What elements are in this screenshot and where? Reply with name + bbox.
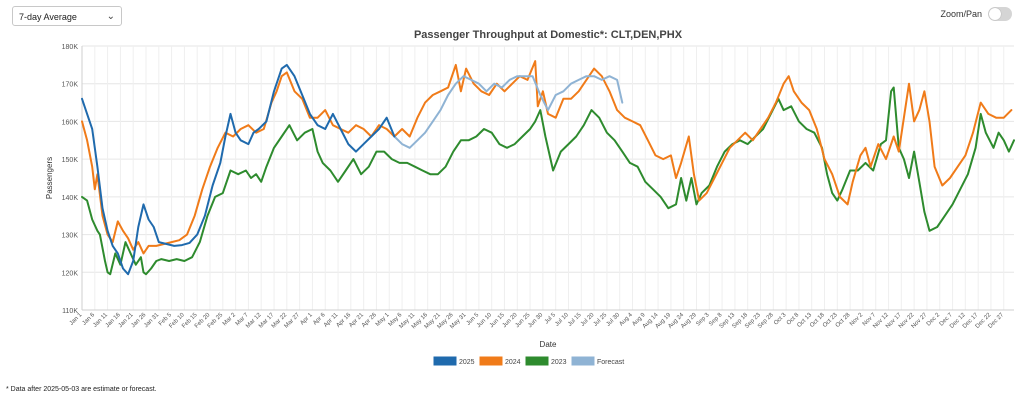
legend-swatch-2024 (479, 356, 503, 366)
series-line-2024 (81, 60, 1013, 255)
y-tick-label: 120K (62, 270, 79, 277)
y-tick-label: 180K (62, 44, 79, 51)
x-tick-label: Jun 30 (527, 312, 544, 329)
average-select[interactable]: 7-day Average ⌄ (12, 6, 122, 26)
toggle-knob (989, 8, 1001, 20)
legend-label-forecast: Forecast (597, 359, 624, 366)
y-tick-label: 130K (62, 233, 79, 240)
legend-label-2023: 2023 (551, 359, 567, 366)
y-tick-label: 110K (62, 308, 78, 315)
zoom-pan-toggle[interactable] (988, 7, 1012, 21)
series-line-2025 (81, 63, 396, 276)
legend-label-2025: 2025 (459, 359, 475, 366)
y-axis-title: Passengers (45, 157, 54, 199)
zoom-pan-label: Zoom/Pan (940, 9, 982, 19)
y-tick-label: 150K (62, 157, 79, 164)
y-tick-label: 160K (62, 119, 79, 126)
x-tick-label: Jan 31 (143, 312, 160, 329)
y-tick-label: 140K (62, 195, 79, 202)
x-tick-label: Feb 25 (207, 312, 225, 330)
footnote: * Data after 2025-05-03 are estimate or … (6, 386, 157, 393)
chevron-down-icon: ⌄ (106, 11, 115, 22)
x-tick-label: Mar 27 (284, 312, 302, 330)
legend-label-2024: 2024 (505, 359, 521, 366)
chart-title: Passenger Throughput at Domestic*: CLT,D… (414, 29, 683, 41)
legend-swatch-2025 (433, 356, 457, 366)
x-tick-label: Oct 28 (835, 312, 852, 329)
x-tick-label: Jul 30 (606, 312, 622, 328)
x-axis-title: Date (540, 340, 557, 349)
average-select-value: 7-day Average (19, 12, 77, 22)
x-tick-label: Apr 1 (299, 312, 314, 327)
x-tick-label: Oct 3 (773, 312, 788, 327)
y-tick-label: 170K (62, 82, 79, 89)
legend-swatch-2023 (525, 356, 549, 366)
series-line-2023 (81, 86, 1015, 276)
zoom-pan-control: Zoom/Pan (912, 6, 1012, 22)
legend-swatch-forecast (571, 356, 595, 366)
x-tick-label: Mar 2 (222, 312, 238, 328)
series-line-forecast (393, 75, 624, 149)
x-tick-label: Apr 26 (361, 312, 378, 329)
